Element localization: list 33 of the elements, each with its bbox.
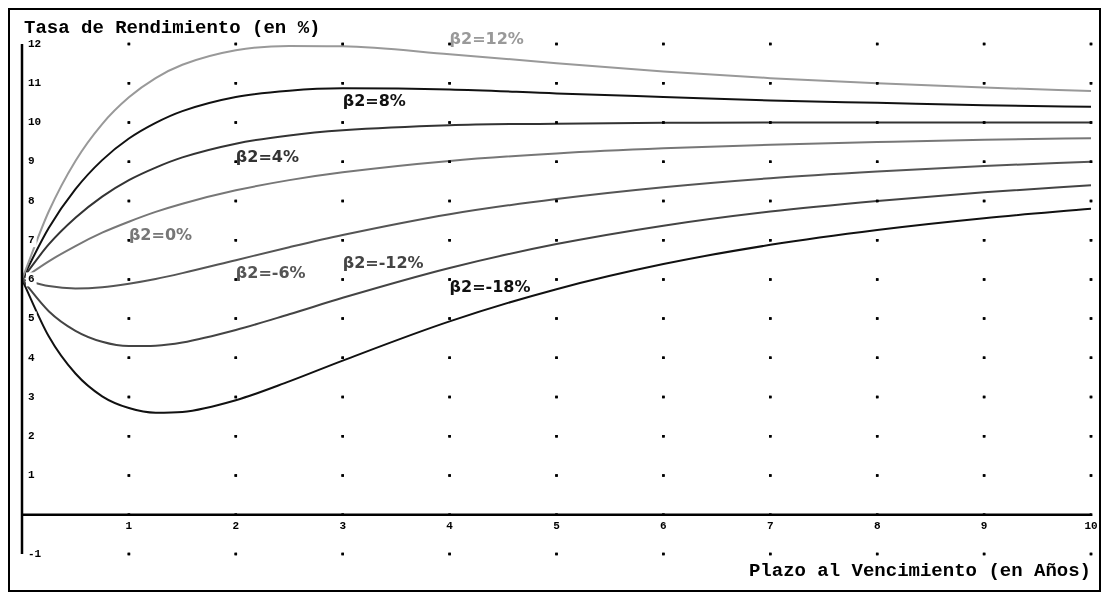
line-series [22, 184, 1091, 348]
x-tick-label: 5 [553, 520, 561, 533]
x-tick-label: 10 [1084, 520, 1098, 533]
y-axis-title: Tasa de Rendimiento (en %) [24, 17, 321, 40]
series-label: β2=12% [449, 29, 524, 49]
series-label: β2=8% [342, 91, 406, 111]
y-tick-label: 1 [28, 469, 35, 482]
x-tick-label: 1 [125, 520, 133, 533]
series-label: β2=-6% [235, 263, 306, 283]
y-tick-label: 11 [28, 77, 42, 89]
series-label: β2=-12% [342, 252, 424, 272]
y-tick-label: 9 [28, 155, 35, 168]
x-axis-title: Plazo al Vencimiento (en Años) [748, 560, 1091, 583]
y-tick-label: 8 [28, 194, 35, 207]
y-tick-label: 7 [28, 233, 35, 246]
x-tick-label: 2 [232, 520, 240, 533]
y-tick-label: 5 [28, 312, 35, 325]
x-tick-label: 9 [980, 520, 988, 533]
y-tick-label: 10 [28, 116, 42, 129]
series-label: β2=4% [235, 146, 299, 166]
y-tick-label: -1 [28, 547, 42, 560]
y-tick-label: 3 [28, 390, 35, 403]
y-tick-label: 2 [28, 430, 35, 443]
x-tick-label: 8 [873, 520, 881, 533]
x-tick-label: 3 [339, 520, 347, 533]
y-tick-label: 12 [28, 37, 42, 50]
y-tick-label: 6 [28, 273, 35, 286]
x-tick-label: 6 [660, 520, 667, 533]
x-tick-label: 7 [767, 520, 774, 533]
series-label: β2=0% [128, 224, 193, 244]
x-tick-label: 4 [446, 520, 454, 533]
series-label: β2=-18% [449, 276, 531, 296]
y-tick-label: 4 [28, 351, 35, 364]
